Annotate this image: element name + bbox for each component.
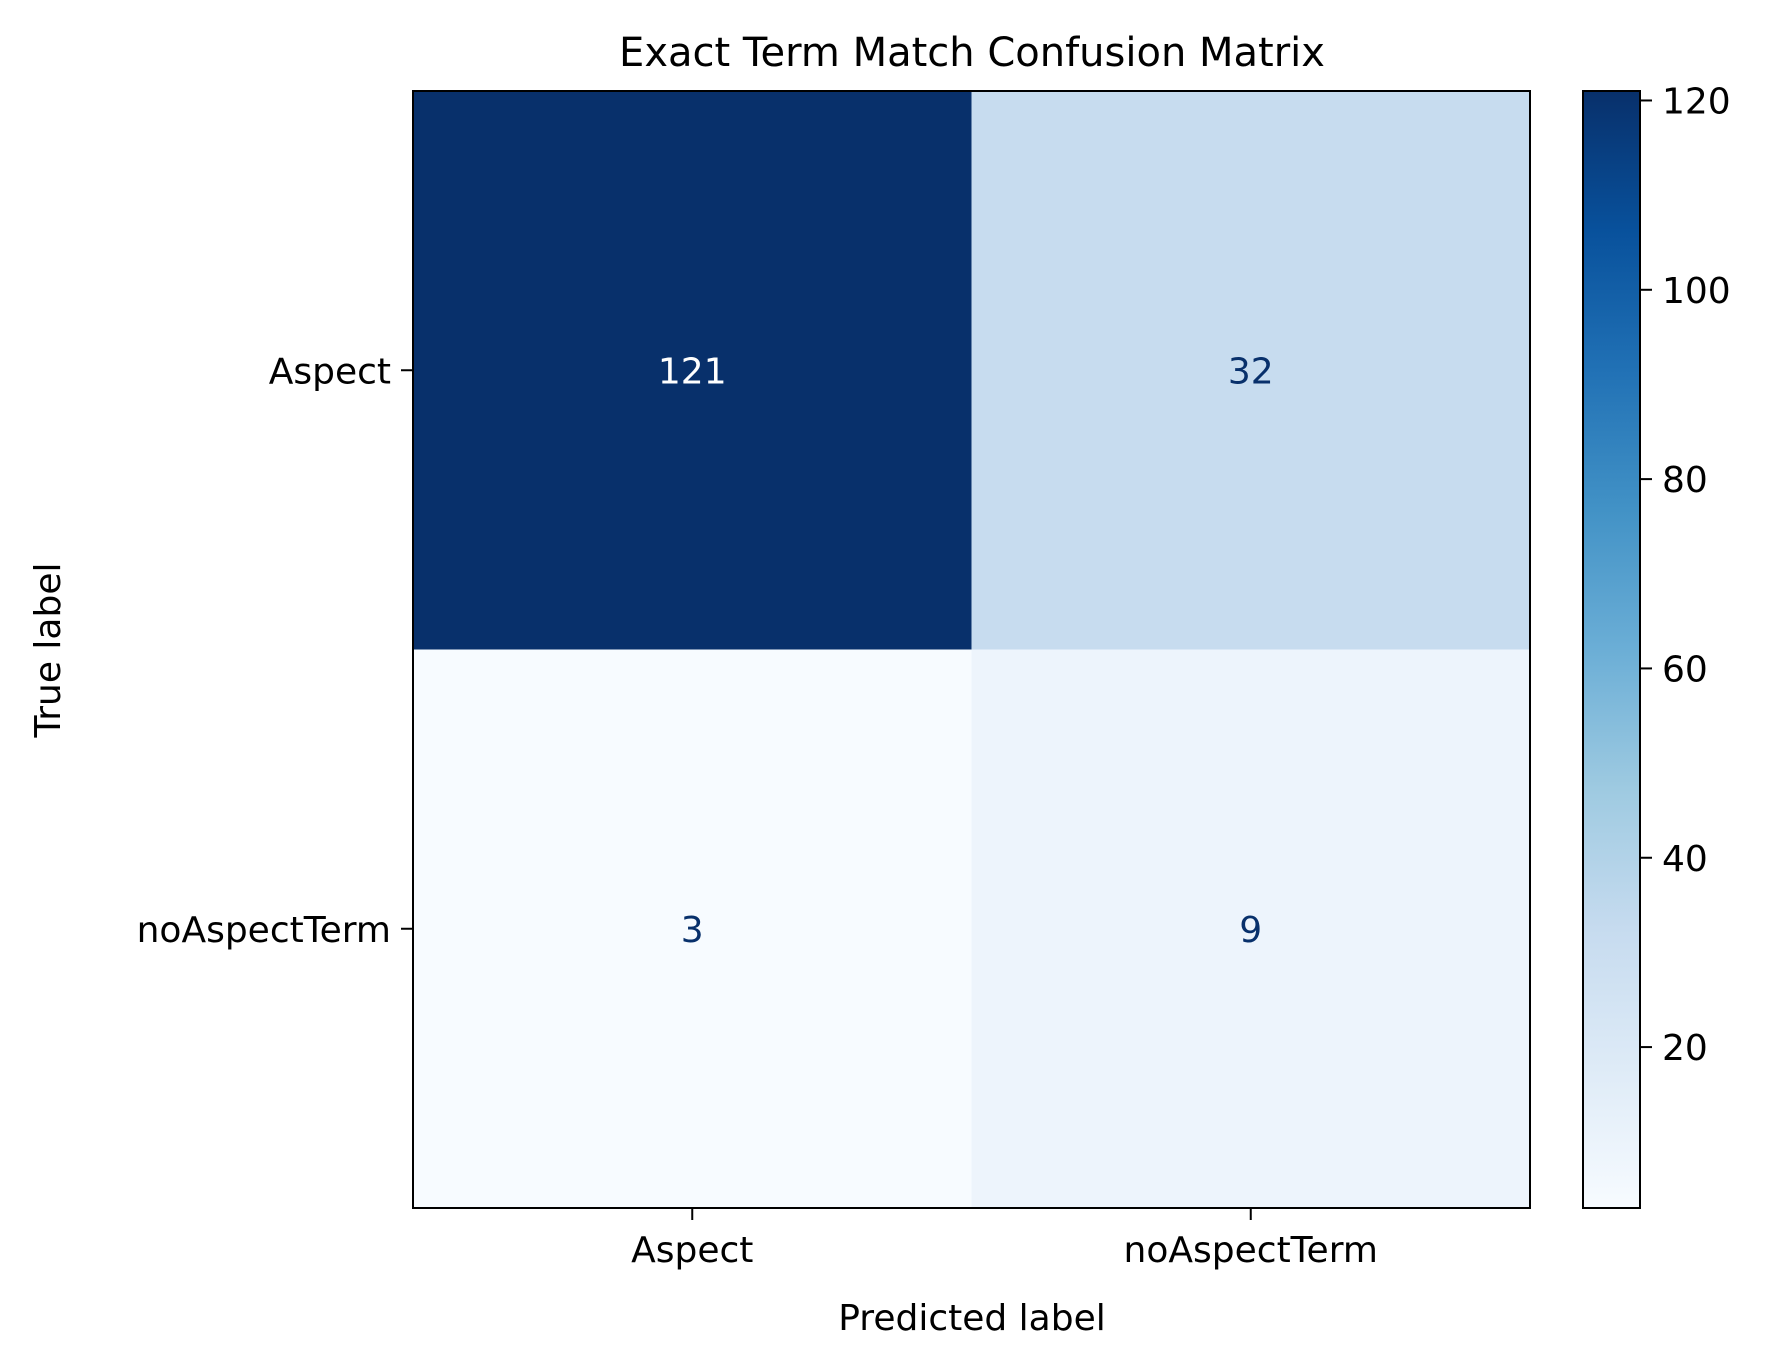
matrix-cell-label-1-0: 3	[681, 910, 704, 951]
matrix-cell-0-1	[971, 91, 1531, 650]
x-tick-label-1: noAspectTerm	[1124, 1230, 1378, 1271]
colorbar-tick-label-4: 100	[1662, 271, 1731, 312]
x-tick-label-0: Aspect	[631, 1230, 753, 1271]
colorbar	[1582, 90, 1641, 1209]
matrix-cell-labels: 121 32 3 9	[658, 351, 1274, 951]
plot-frame	[412, 90, 1531, 1209]
colorbar-tick-label-5: 120	[1662, 81, 1731, 122]
x-axis-label: Predicted label	[838, 1298, 1106, 1339]
matrix-cells	[413, 91, 1531, 1209]
y-axis-label: True label	[28, 563, 69, 739]
colorbar-tick-label-2: 60	[1662, 649, 1708, 690]
y-axis-ticks: Aspect noAspectTerm	[137, 351, 413, 951]
matrix-cell-1-0	[413, 649, 972, 1209]
colorbar-tick-label-3: 80	[1662, 460, 1708, 501]
x-axis-ticks: Aspect noAspectTerm	[631, 1208, 1378, 1271]
matrix-cell-0-0	[413, 91, 972, 650]
matrix-cell-label-0-1: 32	[1228, 351, 1274, 392]
y-tick-label-1: noAspectTerm	[137, 910, 391, 951]
matrix-cell-label-0-0: 121	[658, 351, 727, 392]
chart-title: Exact Term Match Confusion Matrix	[619, 30, 1325, 76]
matrix-cell-1-1	[971, 649, 1531, 1209]
colorbar-tick-label-0: 20	[1662, 1028, 1708, 1069]
colorbar-ticks: 20 40 60 80 100 120	[1640, 81, 1731, 1069]
y-tick-label-0: Aspect	[269, 351, 391, 392]
matrix-cell-label-1-1: 9	[1239, 910, 1262, 951]
colorbar-tick-label-1: 40	[1662, 839, 1708, 880]
